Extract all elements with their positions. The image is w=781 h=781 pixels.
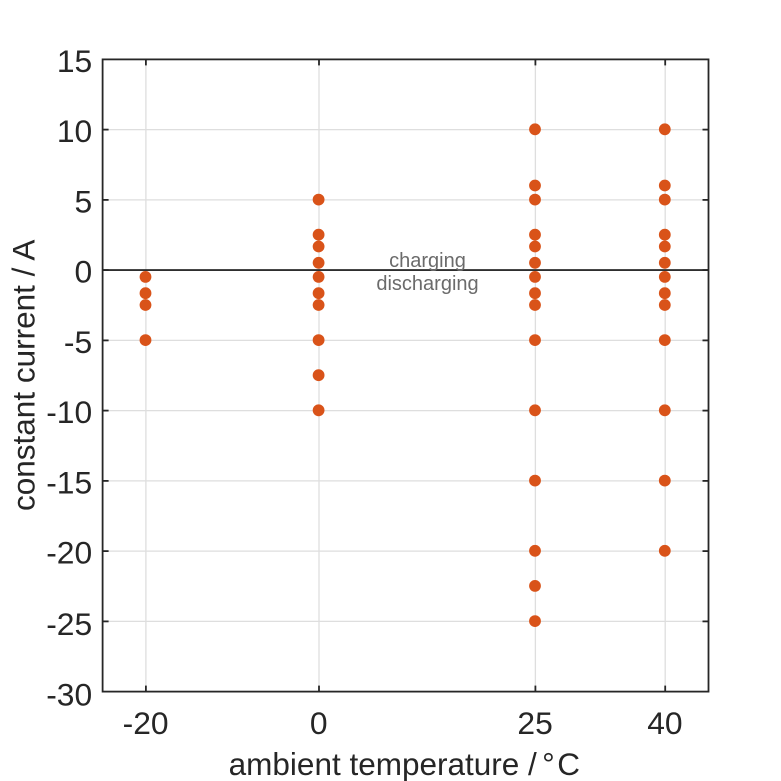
svg-text:5: 5 bbox=[75, 183, 93, 219]
svg-text:15: 15 bbox=[57, 43, 92, 79]
svg-text:-15: -15 bbox=[46, 464, 92, 500]
svg-text:0: 0 bbox=[75, 254, 93, 290]
svg-text:-20: -20 bbox=[123, 705, 169, 741]
svg-text:10: 10 bbox=[57, 113, 92, 149]
svg-text:charging: charging bbox=[389, 250, 466, 272]
svg-text:-5: -5 bbox=[64, 324, 92, 360]
svg-text:0: 0 bbox=[310, 705, 328, 741]
svg-text:-10: -10 bbox=[46, 394, 92, 430]
svg-text:constant current / A: constant current / A bbox=[6, 240, 42, 511]
svg-text:25: 25 bbox=[517, 705, 552, 741]
svg-text:discharging: discharging bbox=[376, 273, 478, 295]
svg-text:-30: -30 bbox=[46, 676, 92, 712]
svg-text:-20: -20 bbox=[46, 535, 92, 571]
svg-text:40: 40 bbox=[647, 705, 682, 741]
svg-text:ambient temperature / °C: ambient temperature / °C bbox=[229, 746, 580, 781]
svg-text:-25: -25 bbox=[46, 606, 92, 642]
